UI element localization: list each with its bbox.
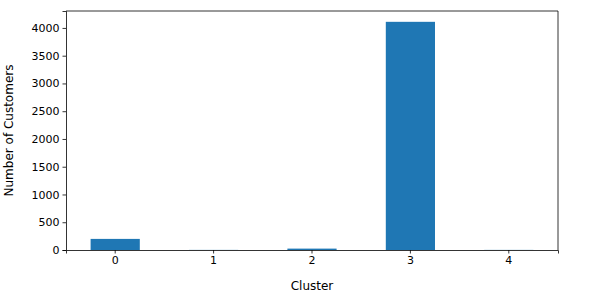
- tick-mark: [213, 250, 214, 254]
- bar: [386, 22, 435, 250]
- tick: 3000: [32, 77, 67, 90]
- tick-label: 1: [210, 254, 217, 267]
- tick: 2: [309, 250, 316, 267]
- tick-mark: [63, 83, 67, 84]
- tick: 1500: [32, 161, 67, 174]
- bar: [287, 249, 336, 250]
- tick-label: 3500: [32, 50, 60, 63]
- tick-mark: [312, 250, 313, 254]
- tick: 3500: [32, 50, 67, 63]
- tick: 2500: [32, 105, 67, 118]
- tick-label: 2: [309, 254, 316, 267]
- x-axis-title: Cluster: [291, 279, 334, 293]
- axis-line: [63, 12, 67, 251]
- tick: 1: [210, 250, 217, 267]
- bars: [91, 22, 534, 250]
- tick-label: 1500: [32, 161, 60, 174]
- spine: [66, 11, 558, 12]
- axis-line: [67, 251, 559, 254]
- tick-mark: [63, 139, 67, 140]
- tick-label: 4000: [32, 22, 60, 35]
- tick-mark: [115, 250, 116, 254]
- tick: 0: [53, 244, 67, 257]
- tick-mark: [508, 250, 509, 254]
- tick: 3: [407, 250, 414, 267]
- tick: 4000: [32, 22, 67, 35]
- plot: 0 1 2 3 4 0 500 1000 1500 2000 2500 3000 3500 4000: [32, 11, 559, 267]
- chart: 0 1 2 3 4 0 500 1000 1500 2000 2500 3000 3500 4000 Clu…: [0, 0, 608, 298]
- spine: [558, 11, 559, 250]
- tick-mark: [63, 56, 67, 57]
- tick-label: 0: [53, 244, 60, 257]
- bar: [484, 249, 533, 250]
- tick-label: 3: [407, 254, 414, 267]
- tick-mark: [63, 111, 67, 112]
- tick-mark: [63, 167, 67, 168]
- tick: 500: [39, 216, 67, 229]
- tick: 4: [505, 250, 512, 267]
- y-axis-title: Number of Customers: [2, 65, 16, 197]
- tick-label: 2000: [32, 133, 60, 146]
- tick-mark: [63, 28, 67, 29]
- tick-label: 0: [112, 254, 119, 267]
- tick-label: 2500: [32, 105, 60, 118]
- y-axis: 0 500 1000 1500 2000 2500 3000 3500 4000: [32, 12, 67, 258]
- tick: 0: [112, 250, 119, 267]
- tick-label: 3000: [32, 77, 60, 90]
- tick: 2000: [32, 133, 67, 146]
- bar: [91, 239, 140, 250]
- tick-label: 1000: [32, 189, 60, 202]
- tick-mark: [63, 222, 67, 223]
- tick-label: 4: [505, 254, 512, 267]
- tick-mark: [63, 194, 67, 195]
- tick-label: 500: [39, 216, 60, 229]
- tick-mark: [410, 250, 411, 254]
- tick: 1000: [32, 189, 67, 202]
- tick-mark: [63, 250, 67, 251]
- bar: [189, 249, 238, 250]
- x-axis: 0 1 2 3 4: [67, 250, 559, 267]
